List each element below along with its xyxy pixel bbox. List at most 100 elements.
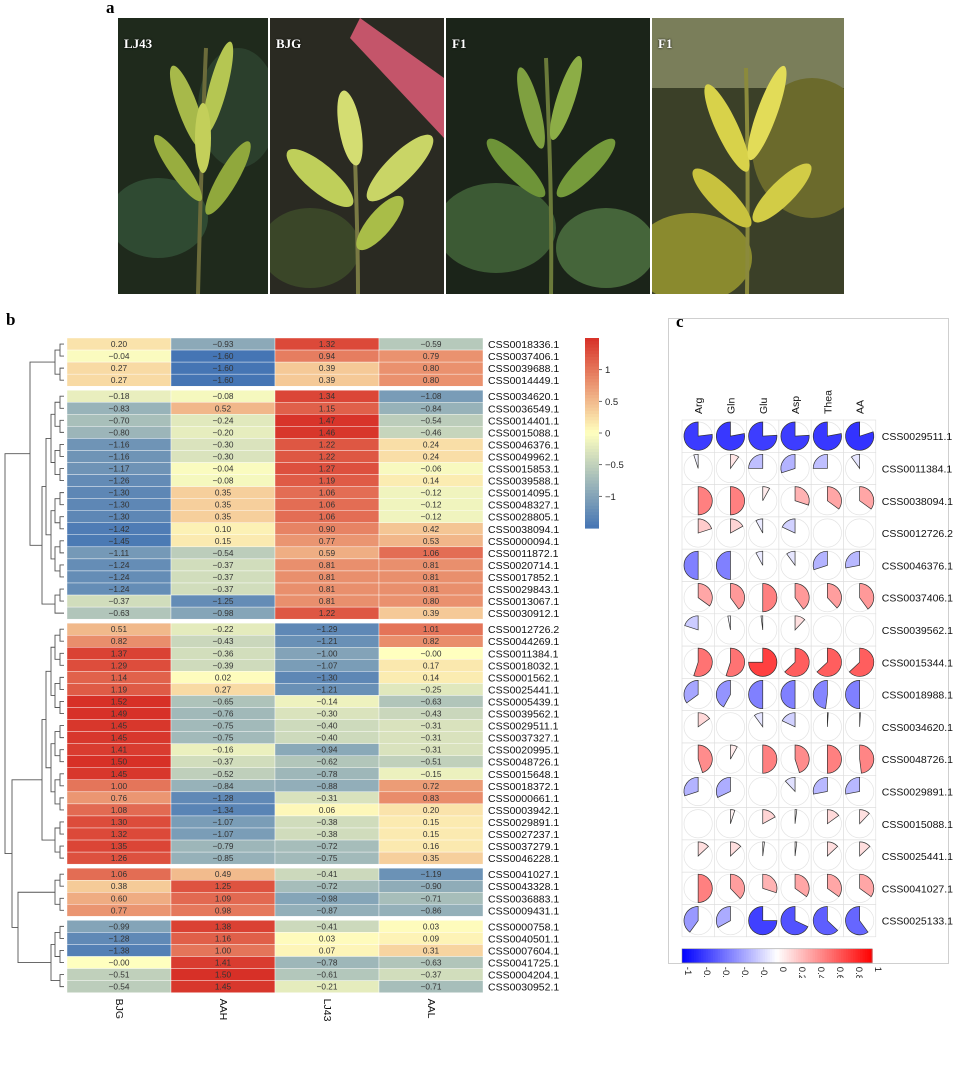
color-scale-step [585, 524, 599, 529]
heatmap-cell-value: 0.06 [319, 805, 336, 815]
heatmap-cell-value: 0.90 [319, 524, 336, 534]
pie-outline [683, 809, 713, 839]
dendrogram-branch [54, 779, 60, 805]
color-legend-step [779, 948, 783, 963]
heatmap-cell-value: −0.12 [421, 512, 442, 522]
heatmap-cell-value: 1.19 [111, 684, 128, 694]
heatmap-cell-value: 0.82 [423, 636, 440, 646]
dendrogram-branch [59, 652, 64, 666]
color-legend-step [720, 948, 723, 963]
heatmap-cell-value: 1.06 [319, 500, 336, 510]
dendrogram-branch [59, 773, 64, 787]
dendrogram-branch [59, 749, 64, 763]
heatmap-cell-value: 0.35 [215, 512, 232, 522]
heatmap-row: −1.24 −0.37 0.81 0.81 CSS0017852.1 [66, 570, 559, 584]
dendrogram-branch [54, 594, 64, 614]
color-scale-step [585, 493, 599, 497]
color-scale-step [585, 388, 599, 393]
gene-label: CSS0000094.1 [488, 536, 559, 548]
heatmap-cell-value: 0.60 [111, 893, 128, 903]
color-legend-step [705, 948, 709, 963]
color-scale-step [585, 512, 599, 516]
dendrogram-branch [59, 925, 64, 939]
correlation-pie [748, 453, 764, 469]
heatmap-row: 0.60 1.09 −0.98 −0.71 CSS0036883.1 [66, 892, 559, 905]
heatmap-cell-value: −0.31 [421, 733, 442, 743]
gene-label: CSS0020714.1 [488, 560, 559, 572]
gene-label: CSS0029843.1 [488, 584, 559, 596]
heatmap-cell-value: 1.06 [319, 512, 336, 522]
heatmap-cell-value: 0.14 [423, 672, 440, 682]
correlation-row: CSS0034620.1 [681, 710, 953, 744]
correlation-row: CSS0015344.1 [681, 645, 953, 679]
heatmap-cell-value: −0.08 [213, 476, 234, 486]
color-scale-step [585, 505, 599, 510]
heatmap-cell-value: −1.28 [213, 793, 234, 803]
color-scale-step [585, 471, 599, 475]
heatmap-cell-value: 0.10 [215, 524, 232, 534]
heatmap-cell-value: −0.15 [421, 769, 442, 779]
color-legend-step [686, 948, 690, 963]
heatmap-cell-value: −0.30 [213, 451, 234, 461]
heatmap-cell-value: −0.54 [213, 548, 234, 558]
color-scale-step [585, 480, 599, 485]
heatmap-cell-value: −1.60 [213, 363, 234, 373]
gene-label: CSS0017852.1 [488, 572, 559, 584]
heatmap-row: 1.08 −1.34 0.06 0.20 CSS0003942.1 [66, 803, 559, 817]
correlation-pie [697, 744, 713, 774]
color-legend-step [750, 948, 754, 963]
gene-label: CSS0014401.1 [488, 415, 559, 427]
heatmap-cell-value: 0.77 [111, 905, 128, 915]
color-scale-step [585, 467, 599, 472]
matrix-cell [713, 710, 747, 744]
heatmap-cell-value: −0.79 [213, 841, 234, 851]
heatmap-cell-value: 1.46 [319, 427, 336, 437]
gene-label: CSS0030912.1 [488, 608, 559, 620]
heatmap-cell-value: −0.63 [421, 696, 442, 706]
heatmap-cell-value: −0.78 [317, 769, 338, 779]
heatmap-row: −1.42 0.10 0.90 0.42 CSS0038094.1 [66, 522, 559, 536]
heatmap-cell [378, 904, 484, 917]
column-label: Asp [790, 396, 802, 414]
heatmap-row: 1.45 −0.75 −0.40 −0.31 CSS0029511.1 [66, 719, 559, 733]
color-legend-step [769, 948, 773, 963]
gene-label: CSS0029511.1 [882, 431, 953, 443]
color-legend-step [693, 948, 697, 963]
dendrogram-branch [54, 931, 60, 957]
correlation-pie [845, 421, 875, 451]
pie-outline [812, 518, 842, 548]
dendrogram-branch [59, 343, 64, 357]
correlation-pie [859, 841, 871, 857]
heatmap-cell-value: 0.35 [215, 488, 232, 498]
heatmap-cell [378, 373, 484, 387]
heatmap-cell-value: −0.31 [421, 721, 442, 731]
correlation-pie [812, 421, 842, 451]
gene-label: CSS0011384.1 [882, 463, 953, 475]
color-legend-step [755, 948, 759, 963]
heatmap-cell-value: −0.88 [317, 781, 338, 791]
heatmap-cell-value: −0.18 [109, 391, 130, 401]
dendrogram-branch [41, 719, 55, 841]
gene-label: CSS0037406.1 [488, 351, 559, 363]
gene-label: CSS0007604.1 [488, 945, 559, 957]
dendrogram-branch [54, 731, 60, 757]
heatmap-row: −1.30 0.35 1.06 −0.12 CSS0028805.1 [66, 510, 559, 524]
color-scale-step [585, 410, 599, 415]
heatmap-cell-value: −0.41 [317, 921, 338, 931]
heatmap-cell-value: 0.09 [423, 933, 440, 943]
dendrogram-branch [4, 453, 30, 855]
correlation-pie [727, 615, 731, 631]
color-scale-step [585, 436, 599, 440]
heatmap-cell-value: 0.52 [215, 403, 232, 413]
correlation-pie [730, 453, 740, 470]
dendrogram-branch [59, 897, 64, 911]
correlation-pie [748, 906, 778, 936]
color-legend-step [805, 948, 809, 963]
gene-label: CSS0013067.1 [488, 596, 559, 608]
color-legend-step [841, 948, 845, 963]
heatmap-cell-value: −1.24 [109, 560, 130, 570]
heatmap-cell-value: −0.94 [317, 745, 338, 755]
correlation-pie [859, 583, 875, 610]
color-scale-step [585, 455, 599, 459]
heatmap-cell-value: 0.81 [319, 596, 336, 606]
